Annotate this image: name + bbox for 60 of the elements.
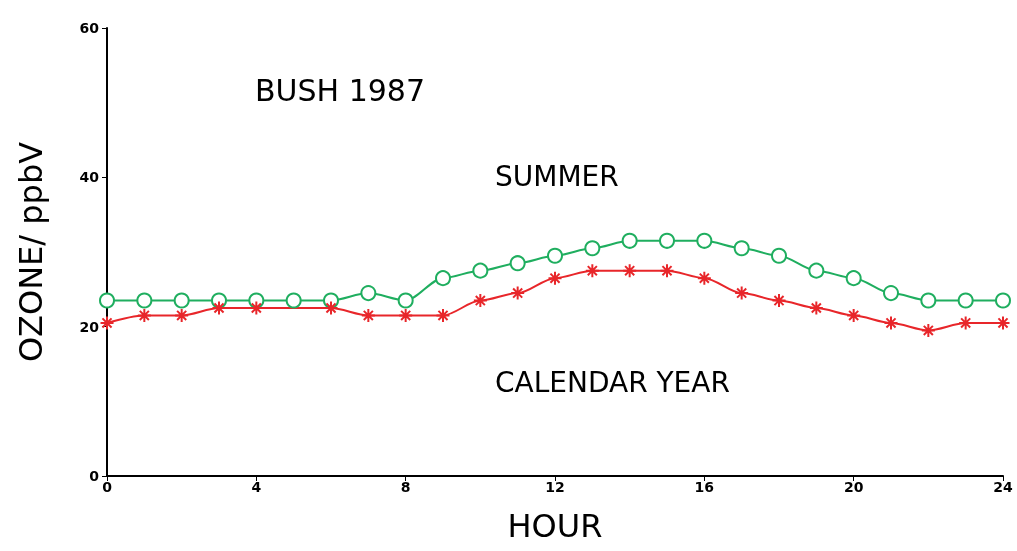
point (771, 293, 787, 309)
point (398, 307, 414, 323)
x-tick-label: 24 (993, 479, 1013, 495)
point (99, 315, 115, 331)
text: CALENDAR YEAR (495, 365, 730, 399)
point (173, 292, 190, 309)
point (771, 247, 787, 264)
point (995, 315, 1011, 331)
point (547, 270, 563, 286)
point (509, 255, 526, 272)
point (808, 300, 824, 316)
point (621, 232, 638, 249)
point (584, 240, 601, 257)
point (659, 263, 675, 279)
point (846, 307, 862, 323)
point (360, 285, 377, 302)
x-tick-label: 12 (545, 479, 565, 495)
point (547, 247, 563, 264)
point (211, 300, 227, 316)
y-tick-label: 40 (79, 169, 100, 186)
x-tick-label: 0 (102, 479, 113, 495)
point (734, 285, 750, 301)
point (472, 293, 488, 309)
point (99, 292, 115, 309)
text: BUSH 1987 (255, 72, 426, 108)
point (733, 240, 750, 257)
x-axis-title: HOUR (507, 507, 603, 545)
point (622, 263, 638, 279)
point (174, 307, 190, 323)
point (323, 300, 339, 316)
point (808, 262, 825, 279)
point (435, 307, 451, 323)
point (696, 232, 713, 249)
point (883, 285, 899, 302)
x-tick-label: 4 (251, 479, 262, 495)
y-tick-label: 60 (79, 20, 100, 36)
y-tick-label: 0 (89, 468, 100, 484)
point (920, 322, 936, 338)
y-axis-title: OZONE/ ppbV (12, 141, 50, 363)
point (957, 292, 974, 309)
series-label: SUMMER (495, 160, 619, 194)
point (510, 285, 526, 301)
x-tick-label: 8 (400, 479, 411, 495)
point (920, 292, 937, 309)
point (883, 315, 899, 331)
point (845, 270, 862, 287)
point (136, 292, 153, 309)
y-tick-label: 20 (79, 318, 100, 335)
point (360, 307, 376, 323)
point (696, 270, 712, 286)
point (995, 292, 1011, 309)
point (397, 292, 414, 309)
point (285, 292, 302, 309)
point (659, 232, 675, 249)
point (435, 270, 451, 287)
point (136, 307, 152, 323)
point (584, 263, 600, 279)
x-tick-label: 20 (843, 479, 864, 495)
point (472, 262, 489, 279)
x-tick-label: 16 (694, 479, 715, 495)
